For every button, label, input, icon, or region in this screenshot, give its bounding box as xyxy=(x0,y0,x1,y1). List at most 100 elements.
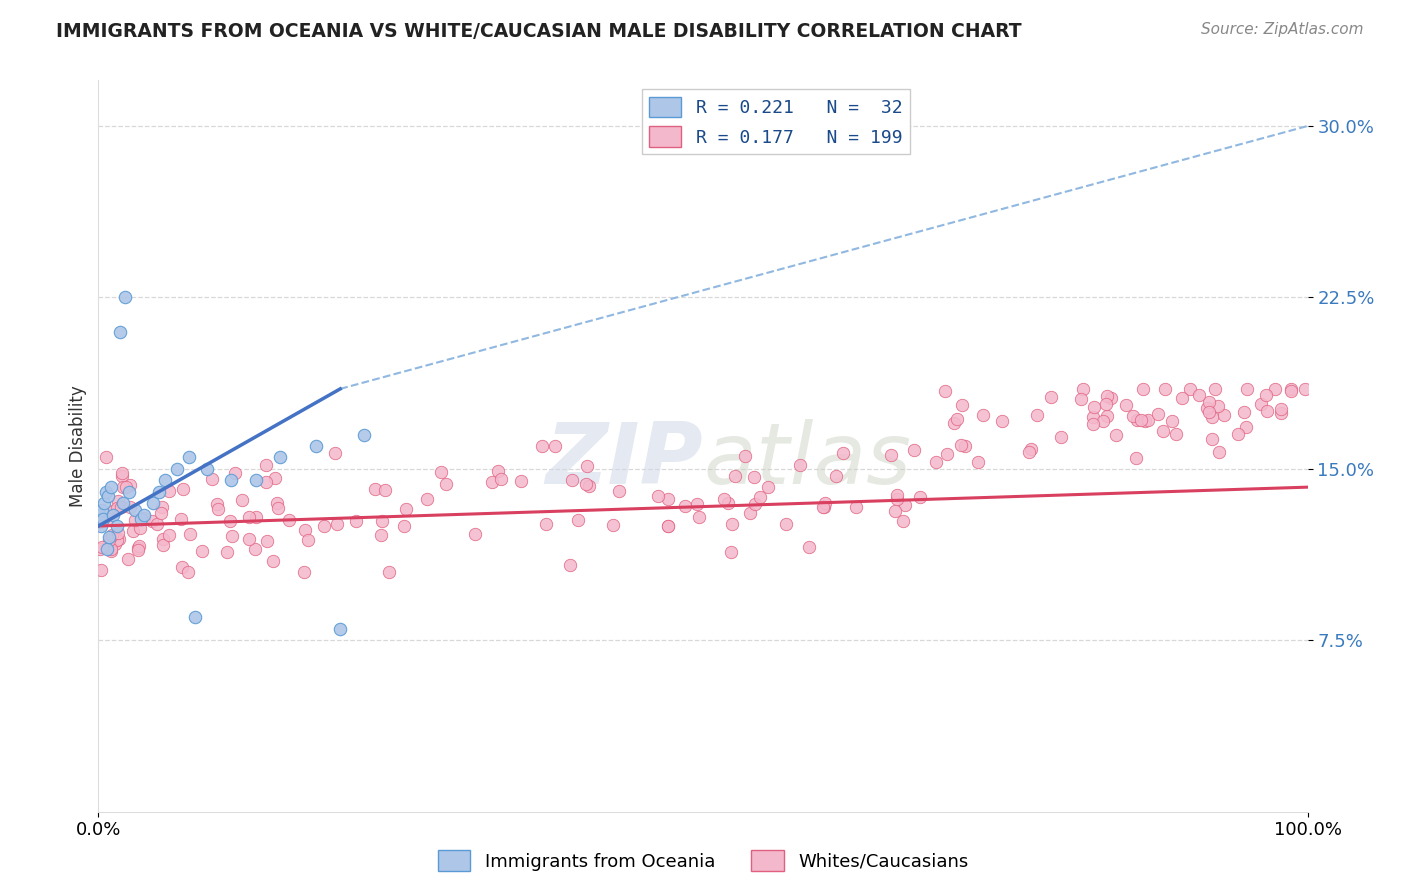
Point xyxy=(748,490,770,504)
Point xyxy=(1195,401,1218,416)
Point xyxy=(1018,445,1040,459)
Point xyxy=(256,534,278,549)
Point xyxy=(254,458,277,472)
Point xyxy=(1122,409,1144,423)
Point xyxy=(141,514,163,528)
Point xyxy=(464,527,486,541)
Point xyxy=(910,490,932,504)
Point xyxy=(534,517,557,532)
Point xyxy=(105,500,128,515)
Point xyxy=(105,519,128,533)
Point xyxy=(97,512,120,526)
Point xyxy=(1206,399,1229,413)
Point xyxy=(371,515,394,529)
Point xyxy=(110,500,132,514)
Point xyxy=(567,513,589,527)
Point xyxy=(673,499,696,513)
Point xyxy=(108,325,131,339)
Point xyxy=(575,477,598,491)
Point xyxy=(128,539,150,553)
Point xyxy=(797,541,820,555)
Point xyxy=(297,533,319,548)
Point xyxy=(1154,382,1177,396)
Point xyxy=(434,477,457,491)
Point xyxy=(1279,382,1302,396)
Point xyxy=(221,529,243,543)
Point xyxy=(394,518,416,533)
Point xyxy=(967,455,990,469)
Point xyxy=(395,501,418,516)
Point xyxy=(1201,432,1223,446)
Point xyxy=(491,472,513,486)
Point xyxy=(1136,413,1159,427)
Point xyxy=(950,398,973,412)
Point xyxy=(114,480,136,494)
Point xyxy=(972,408,994,422)
Point xyxy=(1105,427,1128,442)
Point xyxy=(177,565,200,579)
Point xyxy=(323,446,346,460)
Point xyxy=(1198,395,1220,409)
Point xyxy=(172,482,194,496)
Point xyxy=(1279,384,1302,398)
Point xyxy=(142,496,165,510)
Point xyxy=(845,500,868,514)
Point xyxy=(105,533,128,548)
Point xyxy=(575,458,598,473)
Point xyxy=(312,519,335,533)
Point xyxy=(245,510,267,524)
Point xyxy=(1171,391,1194,405)
Point xyxy=(292,565,315,579)
Point xyxy=(657,491,679,506)
Point xyxy=(127,541,149,556)
Point xyxy=(238,509,260,524)
Point xyxy=(789,458,811,473)
Point xyxy=(814,496,837,510)
Point xyxy=(1204,382,1226,396)
Point xyxy=(1026,408,1049,422)
Point xyxy=(744,497,766,511)
Point xyxy=(91,503,114,517)
Point xyxy=(925,455,948,469)
Point xyxy=(657,518,679,533)
Text: atlas: atlas xyxy=(703,419,911,502)
Point xyxy=(1133,414,1156,428)
Point xyxy=(1126,412,1149,426)
Point xyxy=(1178,382,1201,396)
Point xyxy=(1270,401,1292,416)
Point xyxy=(90,563,112,577)
Point xyxy=(1233,405,1256,419)
Point xyxy=(1294,382,1316,396)
Point xyxy=(100,542,122,557)
Point xyxy=(157,484,180,499)
Point xyxy=(100,528,122,542)
Point xyxy=(1091,414,1114,428)
Point xyxy=(1125,451,1147,466)
Point xyxy=(118,478,141,492)
Point xyxy=(942,416,965,430)
Point xyxy=(1147,407,1170,421)
Point xyxy=(146,517,169,532)
Point xyxy=(416,492,439,507)
Point xyxy=(1264,382,1286,396)
Point xyxy=(97,533,120,548)
Point xyxy=(1198,405,1220,419)
Point xyxy=(107,494,129,508)
Point xyxy=(91,512,114,526)
Point xyxy=(149,506,172,520)
Point xyxy=(107,526,129,541)
Point xyxy=(96,541,118,556)
Point xyxy=(98,530,121,544)
Point xyxy=(713,492,735,507)
Point xyxy=(224,466,246,480)
Legend: Immigrants from Oceania, Whites/Caucasians: Immigrants from Oceania, Whites/Caucasia… xyxy=(430,843,976,879)
Point xyxy=(166,462,188,476)
Point xyxy=(578,479,600,493)
Point xyxy=(117,551,139,566)
Point xyxy=(1236,382,1258,396)
Point xyxy=(111,466,134,480)
Point xyxy=(1160,415,1182,429)
Point xyxy=(217,545,239,559)
Point xyxy=(344,514,367,528)
Point xyxy=(742,469,765,483)
